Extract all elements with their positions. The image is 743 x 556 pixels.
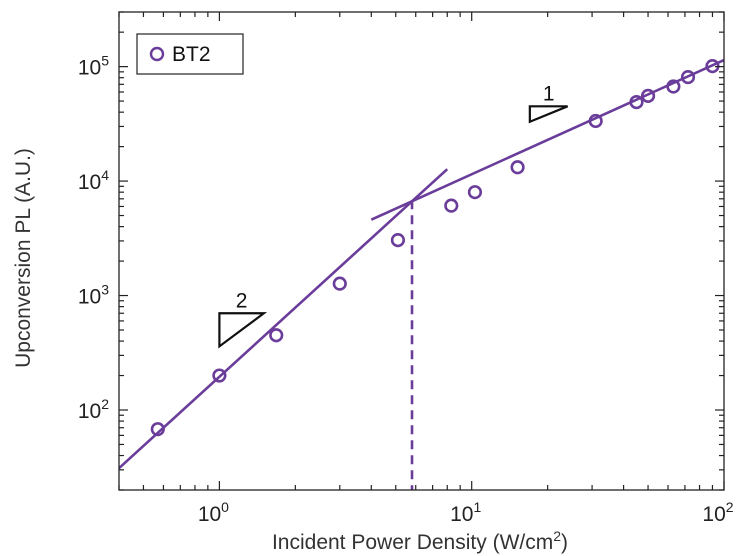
legend-marker — [149, 46, 165, 62]
x-axis-title: Incident Power Density (W/cm2) — [272, 528, 568, 554]
y-axis-title: Upconversion PL (A.U.) — [12, 148, 35, 368]
data-point — [390, 233, 406, 248]
y-tick-label: 102 — [78, 396, 109, 423]
data-point — [510, 160, 525, 175]
data-point — [150, 422, 165, 437]
legend-box — [136, 33, 244, 75]
x-tick-label: 101 — [450, 499, 481, 526]
x-axis-title-main: Incident Power Density (W/cm — [272, 531, 553, 554]
data-point — [588, 113, 603, 129]
legend: BT2 — [136, 33, 244, 75]
legend-label: BT2 — [172, 43, 211, 66]
y-tick-label: 103 — [78, 282, 109, 309]
y-tick-label: 104 — [78, 167, 109, 194]
data-point — [680, 69, 696, 85]
plot-inner — [119, 58, 724, 490]
x-axis-title-end: ) — [561, 531, 568, 554]
data-point — [212, 368, 227, 383]
x-axis-title-superscript: 2 — [553, 528, 561, 544]
data-point — [629, 94, 644, 110]
slope-label-1: 1 — [543, 82, 555, 105]
fit-line-slope-2 — [119, 168, 449, 470]
data-point — [666, 79, 681, 94]
data-point — [640, 88, 656, 103]
axes: 100 101 102 102 103 104 105 — [78, 11, 734, 526]
plot-frame — [118, 11, 725, 491]
data-point — [444, 198, 459, 213]
plot-area: 21 — [119, 58, 724, 490]
data-point — [269, 328, 284, 343]
fit-line-slope-1 — [370, 58, 724, 221]
y-tick-label: 105 — [78, 53, 109, 80]
x-tick-label: 102 — [702, 499, 733, 526]
x-tick-label: 100 — [198, 499, 229, 526]
slope-triangle-2 — [218, 312, 268, 349]
slope-label-2: 2 — [236, 289, 248, 312]
slope-triangle-1 — [528, 105, 569, 124]
data-point — [332, 276, 347, 291]
data-point — [467, 185, 483, 200]
